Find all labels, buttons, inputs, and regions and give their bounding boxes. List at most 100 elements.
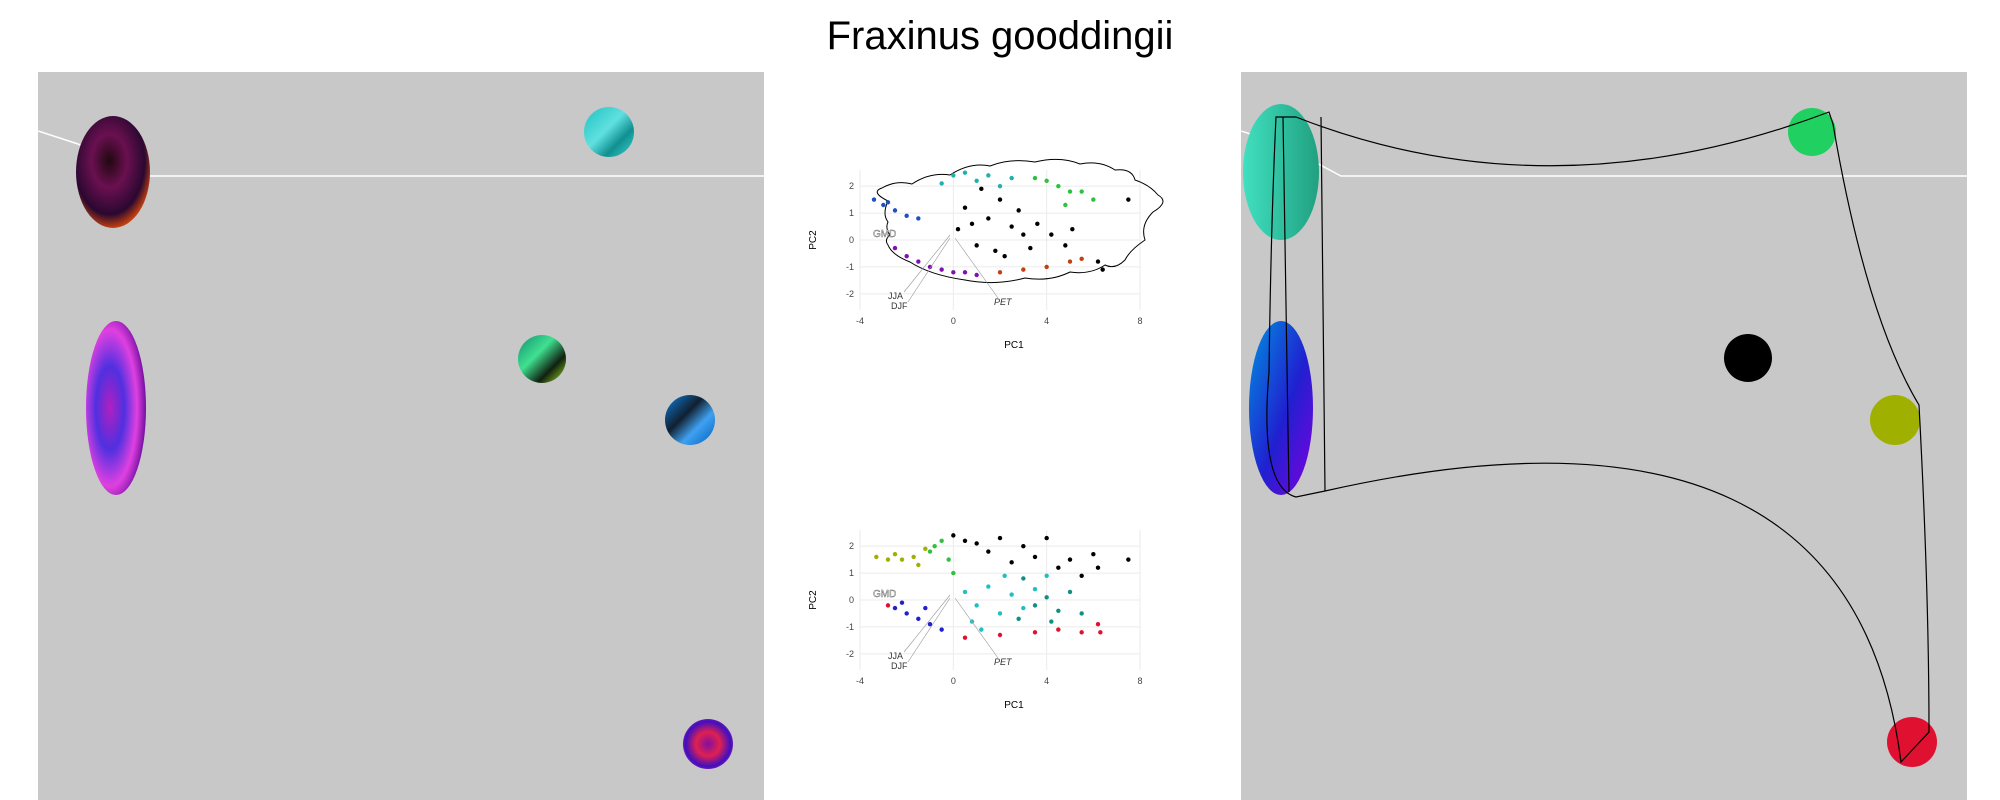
pca-bottom-point-6-0	[885, 603, 891, 608]
pca-bottom-point-5-0	[892, 605, 898, 611]
pca-bottom-point-3-1	[974, 603, 979, 608]
pca-bottom-point-0-14	[1095, 565, 1101, 570]
pca-top-point-2-2	[1067, 189, 1073, 194]
pca-top-point-1-6	[997, 183, 1003, 189]
pca-top-point-4-2	[916, 259, 921, 264]
pca-bottom-point-5-1	[904, 611, 909, 616]
pca-top-y-tick-3: 1	[849, 208, 854, 218]
pca-top-point-5-3	[1067, 259, 1073, 264]
pca-bottom-point-6-4	[1056, 627, 1061, 632]
pca-top-label-line-pet	[954, 237, 999, 299]
pca-top-point-0-9	[969, 221, 975, 227]
pca-top-point-0-17	[1002, 253, 1007, 259]
pca-top-point-4-5	[951, 270, 956, 275]
pca-top-x-ticks: -4 0 4 8	[856, 316, 1143, 326]
pca-bottom-x-tick-1: 0	[951, 676, 956, 686]
pca-bottom-point-4-6	[1079, 611, 1084, 616]
teal-blob	[1243, 104, 1319, 240]
pca-top-point-0-8	[997, 197, 1003, 202]
pca-top-point-1-0	[939, 181, 944, 186]
pca-top-point-0-5	[1009, 224, 1014, 229]
pca-plot-top-svg: GMD JJA DJF PET -4 0 4 8 -2 -1 0 1 2 PC1 PC2	[808, 158, 1164, 351]
pca-bottom-point-2-1	[927, 549, 933, 554]
pca-top-point-0-6	[1021, 232, 1026, 237]
pca-bottom-point-0-9	[1091, 552, 1096, 557]
pca-bottom-label-line-jja	[903, 594, 951, 653]
pca-top-point-0-16	[955, 227, 961, 232]
pca-bottom-point-3-4	[1009, 592, 1014, 597]
pca-bottom-x-tick-3: 8	[1137, 676, 1142, 686]
pca-top-point-4-0	[892, 245, 898, 251]
pca-bottom-point-6-1	[962, 635, 968, 640]
pca-bottom-x-ticks: -4 0 4 8	[856, 676, 1143, 686]
pca-top-point-4-1	[904, 253, 909, 259]
pca-top-y-tick-2: 0	[849, 235, 854, 245]
pca-bottom-point-4-1	[1032, 603, 1038, 608]
pca-bottom-point-4-7	[1016, 616, 1021, 622]
blue-violet-blob	[1249, 321, 1313, 495]
pca-bottom-y-tick-3: 1	[849, 568, 854, 578]
pca-bottom-point-0-7	[1056, 565, 1061, 570]
pca-top-y-tick-0: -2	[846, 289, 854, 299]
pca-bottom-point-3-8	[1044, 573, 1049, 578]
pca-top-label-line-djf	[907, 237, 951, 303]
pca-top-point-0-15	[979, 186, 984, 192]
pca-top-point-3-4	[916, 216, 921, 221]
pca-bottom-point-3-10	[979, 627, 984, 632]
pca-bottom-point-4-2	[1044, 595, 1049, 600]
pca-bottom-point-3-7	[1032, 587, 1038, 592]
pca-bottom-y-tick-2: 0	[849, 595, 854, 605]
pca-bottom-y-axis-label: PC2	[808, 590, 819, 610]
pca-top-point-4-6	[962, 270, 968, 275]
pca-bottom-point-5-2	[916, 616, 921, 622]
pca-top-point-2-3	[1079, 189, 1084, 194]
pca-bottom-grid	[859, 530, 1141, 670]
pca-top-x-axis-label: PC1	[1004, 340, 1024, 351]
green-blob	[1788, 108, 1836, 156]
pca-top-point-1-4	[1009, 175, 1014, 181]
pca-top-point-0-12	[1035, 221, 1040, 227]
pca-bottom-point-0-0	[1126, 557, 1131, 562]
pca-top-x-tick-0: -4	[856, 316, 864, 326]
pca-bottom-label-pet: PET	[994, 657, 1013, 667]
right-map-panel	[1241, 72, 1967, 800]
pca-bottom-y-ticks: -2 -1 0 1 2	[846, 541, 854, 659]
pca-bottom-point-2-3	[951, 570, 956, 576]
pca-bottom-point-1-1	[885, 557, 891, 562]
pca-top-point-0-1	[1095, 259, 1101, 264]
pca-bottom-label-line-djf	[907, 597, 951, 663]
pca-bottom-point-5-3	[927, 622, 933, 627]
pca-top-point-0-13	[1049, 232, 1054, 237]
pca-top-point-1-2	[962, 170, 968, 175]
pca-bottom-point-0-10	[986, 549, 991, 554]
dark-red-purple-blob	[76, 116, 150, 228]
pca-top-label-djf: DJF	[891, 301, 908, 311]
pca-bottom-point-4-3	[1056, 608, 1061, 613]
pca-top-label-jja: JJA	[888, 291, 903, 301]
pca-bottom-point-0-4	[997, 535, 1003, 541]
pca-top-point-3-1	[881, 202, 886, 208]
pca-bottom-label-jja: JJA	[888, 651, 903, 661]
pca-top-point-1-5	[974, 178, 979, 183]
pca-bottom-point-0-12	[1044, 535, 1049, 541]
pca-bottom-point-0-5	[1021, 543, 1026, 549]
pca-top-point-4-7	[974, 272, 979, 278]
pca-top-points	[871, 170, 1131, 278]
pca-top-x-tick-1: 0	[951, 316, 956, 326]
pca-top-point-0-10	[993, 248, 998, 253]
pca-plot-bottom: GMD JJA DJF PET -4 0 4 8 -2 -1 0 1 2 PC1 PC2	[800, 510, 1210, 770]
pca-top-point-4-3	[927, 264, 933, 270]
right-map-hull-outline	[1266, 111, 1930, 764]
pca-top-point-0-2	[1100, 267, 1105, 272]
pca-bottom-point-1-4	[923, 546, 928, 552]
pca-top-point-0-4	[986, 216, 991, 221]
pca-bottom-point-3-9	[1002, 573, 1007, 578]
pca-bottom-point-0-13	[1079, 573, 1084, 578]
pca-top-point-3-2	[892, 208, 898, 213]
pca-bottom-x-tick-0: -4	[856, 676, 864, 686]
pca-bottom-y-tick-4: 2	[849, 541, 854, 551]
pca-bottom-label-djf: DJF	[891, 661, 908, 671]
pca-plot-bottom-svg: GMD JJA DJF PET -4 0 4 8 -2 -1 0 1 2 PC1 PC2	[808, 530, 1143, 711]
pca-bottom-point-5-4	[939, 627, 944, 632]
pca-top-point-3-5	[885, 200, 891, 205]
